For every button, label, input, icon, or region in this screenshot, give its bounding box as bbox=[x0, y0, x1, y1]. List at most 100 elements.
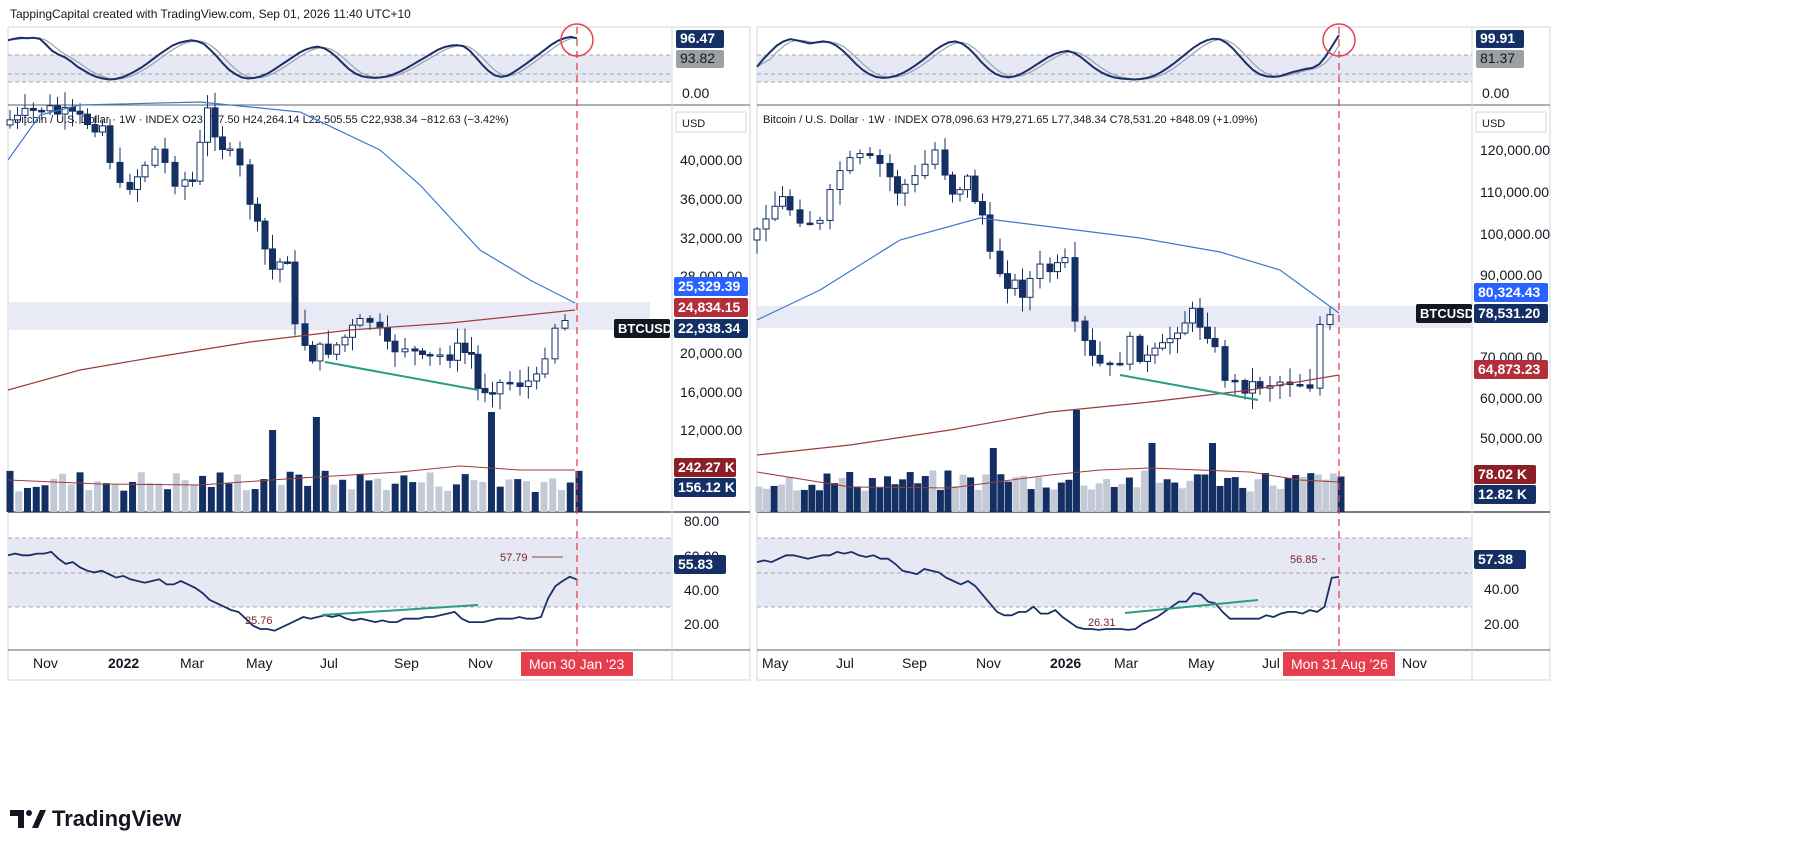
candle-body bbox=[806, 222, 814, 226]
cursor-date-label: Mon 31 Aug '26 bbox=[1283, 652, 1395, 676]
candle-body bbox=[1106, 362, 1114, 366]
volume-label-vol: 156.12 K bbox=[674, 478, 736, 497]
price-label-ma_blue-text: 25,329.39 bbox=[678, 278, 740, 294]
volume-bar bbox=[1261, 473, 1269, 512]
volume-bar bbox=[190, 484, 198, 512]
candle-body bbox=[1211, 337, 1219, 348]
volume-label-vol-text: 12.82 K bbox=[1478, 486, 1527, 502]
volume-bar bbox=[242, 490, 250, 512]
time-tick: Jul bbox=[1262, 655, 1280, 671]
candle-body bbox=[391, 340, 399, 353]
candle-body bbox=[161, 148, 169, 163]
moving-average-red bbox=[7, 309, 576, 391]
rsi-value-label-bg bbox=[674, 555, 726, 574]
rsi-tick: 20.00 bbox=[684, 616, 719, 632]
volume-bar bbox=[382, 490, 390, 512]
candle-body bbox=[349, 324, 356, 338]
stoch-d-label: 93.82 bbox=[676, 50, 724, 68]
volume-bar bbox=[1095, 483, 1103, 512]
stoch-d-label-bg bbox=[676, 50, 724, 68]
volume-bar bbox=[24, 487, 32, 512]
volume-label-ma-bg bbox=[674, 458, 736, 477]
volume-bar bbox=[1284, 477, 1292, 512]
candle-body bbox=[468, 351, 475, 355]
candle-body bbox=[524, 380, 532, 388]
volume-bar bbox=[85, 490, 93, 512]
candle-body bbox=[489, 392, 496, 395]
volume-label-vol-text: 156.12 K bbox=[678, 479, 735, 495]
time-tick: Mar bbox=[180, 655, 204, 671]
candle-body bbox=[219, 136, 226, 150]
price-tick: 16,000.00 bbox=[680, 384, 742, 400]
candle-body bbox=[284, 261, 291, 264]
price-label-last-bg bbox=[674, 319, 748, 338]
rsi-value-label: 55.83 bbox=[674, 555, 726, 574]
candle-body bbox=[551, 327, 559, 360]
volume-bar bbox=[365, 480, 373, 512]
candle-body bbox=[561, 319, 569, 329]
volume-bar bbox=[1103, 478, 1111, 512]
volume-bar bbox=[853, 486, 861, 512]
stoch-d-label: 81.37 bbox=[1476, 50, 1524, 68]
candle-body bbox=[846, 157, 854, 172]
rsi-tick: 20.00 bbox=[1484, 616, 1519, 632]
volume-bar bbox=[1004, 481, 1012, 512]
volume-bar bbox=[59, 473, 67, 512]
volume-bar bbox=[959, 474, 967, 512]
volume-bar bbox=[778, 484, 786, 512]
price-tick: 40,000.00 bbox=[680, 152, 742, 168]
candle-body bbox=[931, 149, 939, 165]
volume-bar bbox=[549, 478, 557, 512]
rsi-tick: 40.00 bbox=[684, 582, 719, 598]
volume-bar bbox=[921, 476, 929, 512]
volume-bar bbox=[146, 483, 154, 512]
currency-label: USD bbox=[1482, 118, 1505, 130]
cursor-date-label: Mon 30 Jan '23 bbox=[521, 652, 633, 676]
volume-bar bbox=[312, 417, 320, 512]
volume-bar bbox=[444, 490, 452, 512]
symbol-label-bg bbox=[614, 319, 670, 338]
divergence-line-rsi bbox=[321, 604, 479, 616]
volume-bar bbox=[522, 481, 530, 512]
divergence-line-rsi bbox=[1124, 599, 1259, 614]
volume-bar bbox=[417, 482, 425, 512]
volume-bar bbox=[1224, 477, 1232, 512]
brand[interactable]: TradingView bbox=[10, 806, 181, 832]
candle-body bbox=[91, 124, 99, 133]
volume-bar bbox=[1163, 479, 1171, 512]
volume-bar bbox=[347, 489, 355, 512]
candle-body bbox=[921, 163, 929, 177]
candle-body bbox=[876, 155, 884, 164]
volume-bar bbox=[1140, 470, 1148, 512]
currency-label: USD bbox=[682, 118, 705, 130]
price-label-last-text: 78,531.20 bbox=[1478, 305, 1540, 321]
cursor-date-text: Mon 30 Jan '23 bbox=[529, 656, 625, 672]
volume-bar bbox=[800, 489, 808, 512]
candle-body bbox=[836, 170, 844, 191]
stoch-d-line bbox=[756, 38, 1340, 80]
rsi-value-label-text: 57.38 bbox=[1478, 551, 1513, 567]
candle-body bbox=[779, 196, 786, 207]
candle-body bbox=[1231, 379, 1239, 383]
volume-bar bbox=[1057, 482, 1065, 512]
volume-bar bbox=[1277, 488, 1285, 512]
volume-bar bbox=[1201, 474, 1209, 512]
rsi-peak-label: 56.85 bbox=[1290, 554, 1318, 566]
volume-bar bbox=[479, 481, 487, 512]
volume-bar bbox=[1156, 482, 1164, 512]
brand-name: TradingView bbox=[52, 806, 182, 831]
candle-body bbox=[941, 149, 949, 176]
candle-body bbox=[856, 153, 864, 159]
divergence-line-price bbox=[324, 361, 479, 391]
volume-bar bbox=[1337, 476, 1345, 512]
volume-bar bbox=[1246, 491, 1254, 512]
volume-bar bbox=[129, 481, 137, 512]
candle-body bbox=[236, 148, 244, 166]
volume-bar bbox=[936, 489, 944, 512]
price-tick: 90,000.00 bbox=[1480, 267, 1542, 283]
price-tick: 12,000.00 bbox=[680, 422, 742, 438]
volume-bar bbox=[1239, 487, 1247, 512]
volume-bar bbox=[1231, 477, 1239, 512]
volume-bar bbox=[76, 472, 84, 512]
